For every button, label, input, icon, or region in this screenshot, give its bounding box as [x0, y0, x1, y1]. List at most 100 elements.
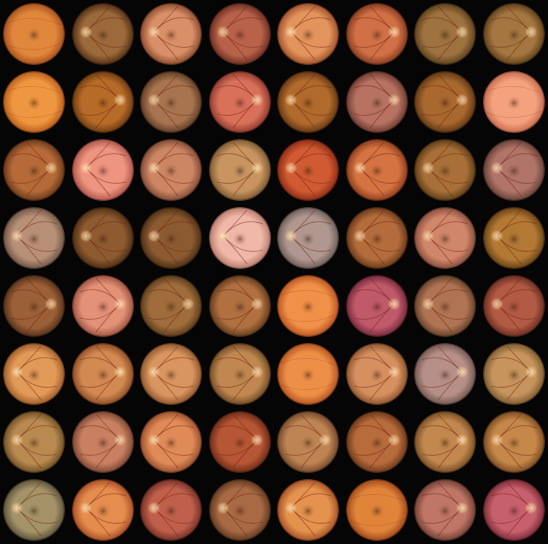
grid-cell: [0, 204, 69, 272]
fundus-image: [345, 207, 408, 269]
fundus-image: [277, 3, 339, 65]
fundus-image: [414, 343, 476, 405]
grid-cell: [137, 272, 206, 340]
fundus-image: [345, 3, 408, 65]
fundus-image: [482, 275, 545, 337]
grid-cell: [137, 340, 206, 408]
grid-cell: [137, 476, 206, 544]
grid-cell: [68, 68, 137, 136]
fundus-image: [277, 71, 339, 133]
grid-cell: [205, 272, 274, 340]
fundus-image: [3, 71, 65, 133]
grid-cell: [274, 136, 343, 204]
fundus-image: [140, 343, 202, 405]
fundus-image: [345, 411, 408, 473]
grid-cell: [137, 408, 206, 476]
grid-cell: [274, 476, 343, 544]
fundus-image: [345, 479, 408, 541]
grid-cell: [274, 408, 343, 476]
grid-cell: [137, 68, 206, 136]
grid-cell: [205, 408, 274, 476]
grid-cell: [479, 272, 548, 340]
fundus-image: [414, 139, 476, 201]
fundus-image: [71, 139, 134, 201]
fundus-image: [277, 343, 339, 405]
grid-cell: [342, 272, 411, 340]
fundus-image: [140, 139, 202, 201]
fundus-image: [345, 275, 408, 337]
grid-cell: [68, 272, 137, 340]
grid-cell: [274, 204, 343, 272]
grid-cell: [274, 340, 343, 408]
grid-cell: [205, 136, 274, 204]
grid-cell: [411, 68, 480, 136]
fundus-image: [140, 71, 202, 133]
grid-cell: [68, 204, 137, 272]
grid-cell: [68, 136, 137, 204]
grid-cell: [0, 340, 69, 408]
fundus-image: [3, 275, 65, 337]
grid-cell: [205, 0, 274, 68]
grid-cell: [342, 476, 411, 544]
fundus-image: [277, 411, 339, 473]
grid-cell: [68, 408, 137, 476]
grid-cell: [411, 0, 480, 68]
grid-cell: [205, 476, 274, 544]
fundus-image: [140, 479, 202, 541]
grid-cell: [68, 0, 137, 68]
grid-cell: [68, 340, 137, 408]
fundus-image: [208, 479, 271, 541]
grid-cell: [342, 408, 411, 476]
grid-cell: [68, 476, 137, 544]
fundus-image: [71, 71, 134, 133]
grid-cell: [274, 272, 343, 340]
fundus-image: [482, 139, 545, 201]
grid-cell: [274, 0, 343, 68]
fundus-image: [345, 139, 408, 201]
grid-cell: [479, 204, 548, 272]
grid-cell: [0, 272, 69, 340]
fundus-image: [482, 343, 545, 405]
fundus-image: [208, 71, 271, 133]
fundus-image: [277, 207, 339, 269]
fundus-image: [140, 275, 202, 337]
grid-cell: [411, 136, 480, 204]
grid-cell: [479, 68, 548, 136]
fundus-image: [277, 275, 339, 337]
fundus-image: [71, 275, 134, 337]
grid-cell: [274, 68, 343, 136]
fundus-image: [414, 207, 476, 269]
grid-cell: [479, 0, 548, 68]
fundus-image: [140, 411, 202, 473]
grid-cell: [411, 408, 480, 476]
fundus-image: [3, 3, 65, 65]
grid-cell: [479, 136, 548, 204]
grid-cell: [411, 204, 480, 272]
grid-cell: [0, 0, 69, 68]
fundus-image: [208, 343, 271, 405]
fundus-image: [208, 139, 271, 201]
grid-cell: [479, 408, 548, 476]
fundus-image: [71, 207, 134, 269]
fundus-image: [482, 411, 545, 473]
fundus-image: [208, 207, 271, 269]
grid-cell: [137, 204, 206, 272]
fundus-image: [71, 343, 134, 405]
grid-cell: [342, 204, 411, 272]
fundus-image: [414, 411, 476, 473]
grid-cell: [342, 136, 411, 204]
fundus-image: [277, 139, 339, 201]
grid-cell: [137, 0, 206, 68]
fundus-image: [277, 479, 339, 541]
grid-cell: [479, 340, 548, 408]
fundus-image: [345, 343, 408, 405]
fundus-image: [482, 479, 545, 541]
grid-cell: [205, 340, 274, 408]
grid-cell: [205, 204, 274, 272]
grid-cell: [205, 68, 274, 136]
fundus-image: [414, 275, 476, 337]
grid-cell: [0, 476, 69, 544]
fundus-image: [208, 275, 271, 337]
fundus-image: [482, 3, 545, 65]
